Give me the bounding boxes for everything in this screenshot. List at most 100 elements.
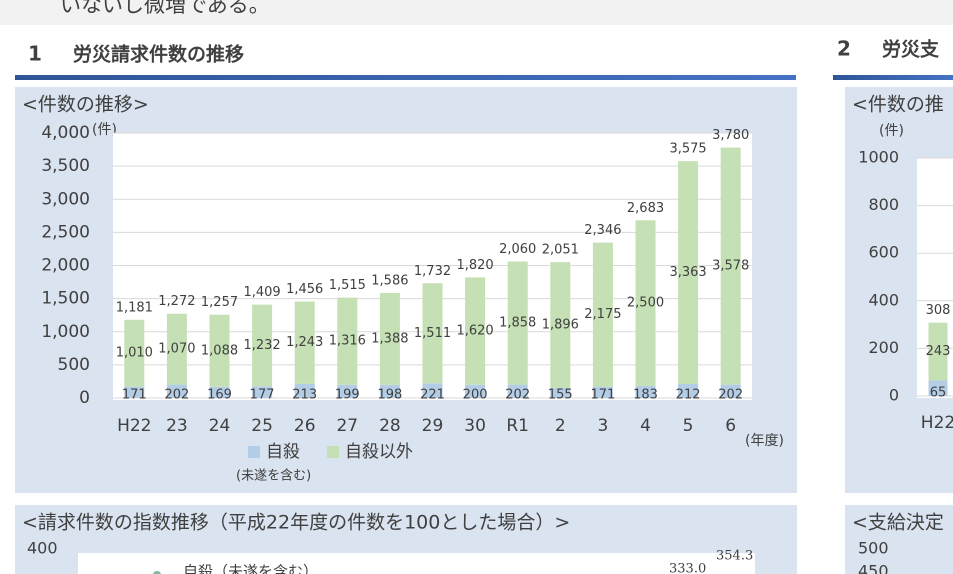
panel-title: <請求件数の指数推移（平成22年度の件数を100とした場合）> bbox=[22, 512, 570, 534]
bar-segment bbox=[379, 292, 400, 385]
total-label: 1,732 bbox=[414, 264, 451, 279]
data-label: 2,175 bbox=[584, 307, 621, 322]
y-tick-label: 2,000 bbox=[41, 256, 90, 276]
panel bbox=[845, 505, 953, 574]
y-tick-label: 400 bbox=[27, 539, 58, 558]
section-underline bbox=[833, 75, 953, 80]
data-label: 171 bbox=[122, 388, 147, 403]
data-label: 169 bbox=[207, 388, 232, 403]
total-label: 1,820 bbox=[456, 258, 493, 273]
total-label: 2,060 bbox=[499, 242, 536, 257]
y-tick-label: 450 bbox=[858, 562, 889, 574]
data-label: 221 bbox=[420, 388, 445, 403]
legend-label: 自殺 bbox=[266, 442, 300, 462]
total-label: 1,181 bbox=[116, 300, 153, 315]
data-label: 202 bbox=[505, 388, 530, 403]
y-tick-label: 500 bbox=[58, 355, 90, 375]
total-label: 2,683 bbox=[627, 201, 664, 216]
bar-segment bbox=[337, 297, 358, 385]
chart-subtitle: <件数の推移> bbox=[22, 94, 149, 116]
bar-segment bbox=[928, 322, 948, 381]
x-tick-label: 23 bbox=[166, 416, 188, 436]
legend-label: 自殺以外 bbox=[345, 442, 413, 462]
y-tick-label: 0 bbox=[889, 386, 899, 405]
bar-segment bbox=[294, 301, 315, 384]
x-tick-label: R1 bbox=[506, 416, 529, 436]
data-label: 1,388 bbox=[371, 331, 408, 346]
y-tick-label: 500 bbox=[858, 539, 889, 558]
y-tick-label: 1000 bbox=[858, 148, 899, 167]
bar-segment bbox=[422, 283, 443, 384]
data-label: 1,896 bbox=[542, 317, 579, 332]
section-number: 2 bbox=[837, 37, 851, 61]
y-tick-label: 1,500 bbox=[41, 289, 90, 309]
legend-label: 自殺（未遂を含む） bbox=[183, 563, 318, 574]
bar-segment bbox=[166, 384, 187, 398]
data-label: 3,363 bbox=[669, 265, 706, 280]
total-label: 3,575 bbox=[669, 142, 706, 157]
total-label: 2,346 bbox=[584, 223, 621, 238]
total-label: 308 bbox=[926, 303, 951, 318]
x-tick-label: 2 bbox=[555, 416, 566, 436]
x-tick-label: 30 bbox=[464, 416, 486, 436]
bar-segment bbox=[379, 384, 400, 398]
bar-segment bbox=[678, 383, 699, 398]
data-label: 1,088 bbox=[201, 343, 238, 358]
data-label: 213 bbox=[292, 388, 317, 403]
total-label: 1,272 bbox=[158, 294, 195, 309]
y-tick-label: 4,000 bbox=[41, 123, 90, 143]
data-label: 1,070 bbox=[158, 342, 195, 357]
legend-swatch bbox=[327, 446, 339, 458]
x-unit: (年度) bbox=[745, 433, 784, 449]
data-label: 1,010 bbox=[116, 346, 153, 361]
data-label: 1,858 bbox=[499, 316, 536, 331]
legend-swatch bbox=[248, 446, 260, 458]
data-label: 243 bbox=[926, 344, 951, 359]
section-number: 1 bbox=[28, 42, 42, 66]
bar-segment bbox=[635, 385, 656, 398]
section-title: 労災請求件数の推移 bbox=[73, 43, 244, 66]
total-label: 1,456 bbox=[286, 282, 323, 297]
x-tick-label: 27 bbox=[336, 416, 358, 436]
x-tick-label: 5 bbox=[683, 416, 694, 436]
data-label: 2,500 bbox=[627, 296, 664, 311]
bar-segment bbox=[635, 220, 656, 386]
legend-note: (未遂を含む) bbox=[236, 468, 311, 484]
x-tick-label: H22 bbox=[117, 416, 151, 436]
bar-segment bbox=[337, 384, 358, 398]
data-label: 202 bbox=[718, 388, 743, 403]
x-tick-label: 29 bbox=[422, 416, 444, 436]
section-title: 労災支 bbox=[882, 38, 940, 61]
data-label: 1,620 bbox=[456, 324, 493, 339]
total-label: 1,257 bbox=[201, 295, 238, 310]
x-tick-label: 3 bbox=[597, 416, 608, 436]
bar-segment bbox=[252, 304, 273, 387]
data-label: 199 bbox=[335, 388, 360, 403]
y-tick-label: 600 bbox=[868, 243, 899, 262]
data-label: 202 bbox=[164, 388, 189, 403]
plot-area bbox=[78, 553, 755, 574]
bar-segment bbox=[166, 313, 187, 385]
bar-segment bbox=[124, 386, 145, 398]
bar-segment bbox=[720, 147, 741, 385]
data-label: 3,578 bbox=[712, 259, 749, 274]
x-tick-label: 24 bbox=[209, 416, 231, 436]
bar-segment bbox=[124, 319, 145, 387]
bar-segment bbox=[678, 161, 699, 384]
y-tick-label: 3,000 bbox=[41, 189, 90, 209]
x-tick-label: 26 bbox=[294, 416, 316, 436]
bar-segment bbox=[252, 386, 273, 398]
data-label: 198 bbox=[377, 388, 402, 403]
bar-segment bbox=[550, 262, 571, 388]
y-unit: (件) bbox=[92, 122, 117, 138]
x-tick-label: 25 bbox=[251, 416, 273, 436]
data-label: 183 bbox=[633, 388, 658, 403]
total-label: 1,515 bbox=[329, 278, 366, 293]
data-label: 1,511 bbox=[414, 326, 451, 341]
data-label: 200 bbox=[463, 388, 488, 403]
data-label: 171 bbox=[590, 388, 615, 403]
y-tick-label: 400 bbox=[868, 290, 899, 309]
intro-strip bbox=[0, 0, 953, 25]
data-label: 333.0 bbox=[669, 562, 706, 574]
